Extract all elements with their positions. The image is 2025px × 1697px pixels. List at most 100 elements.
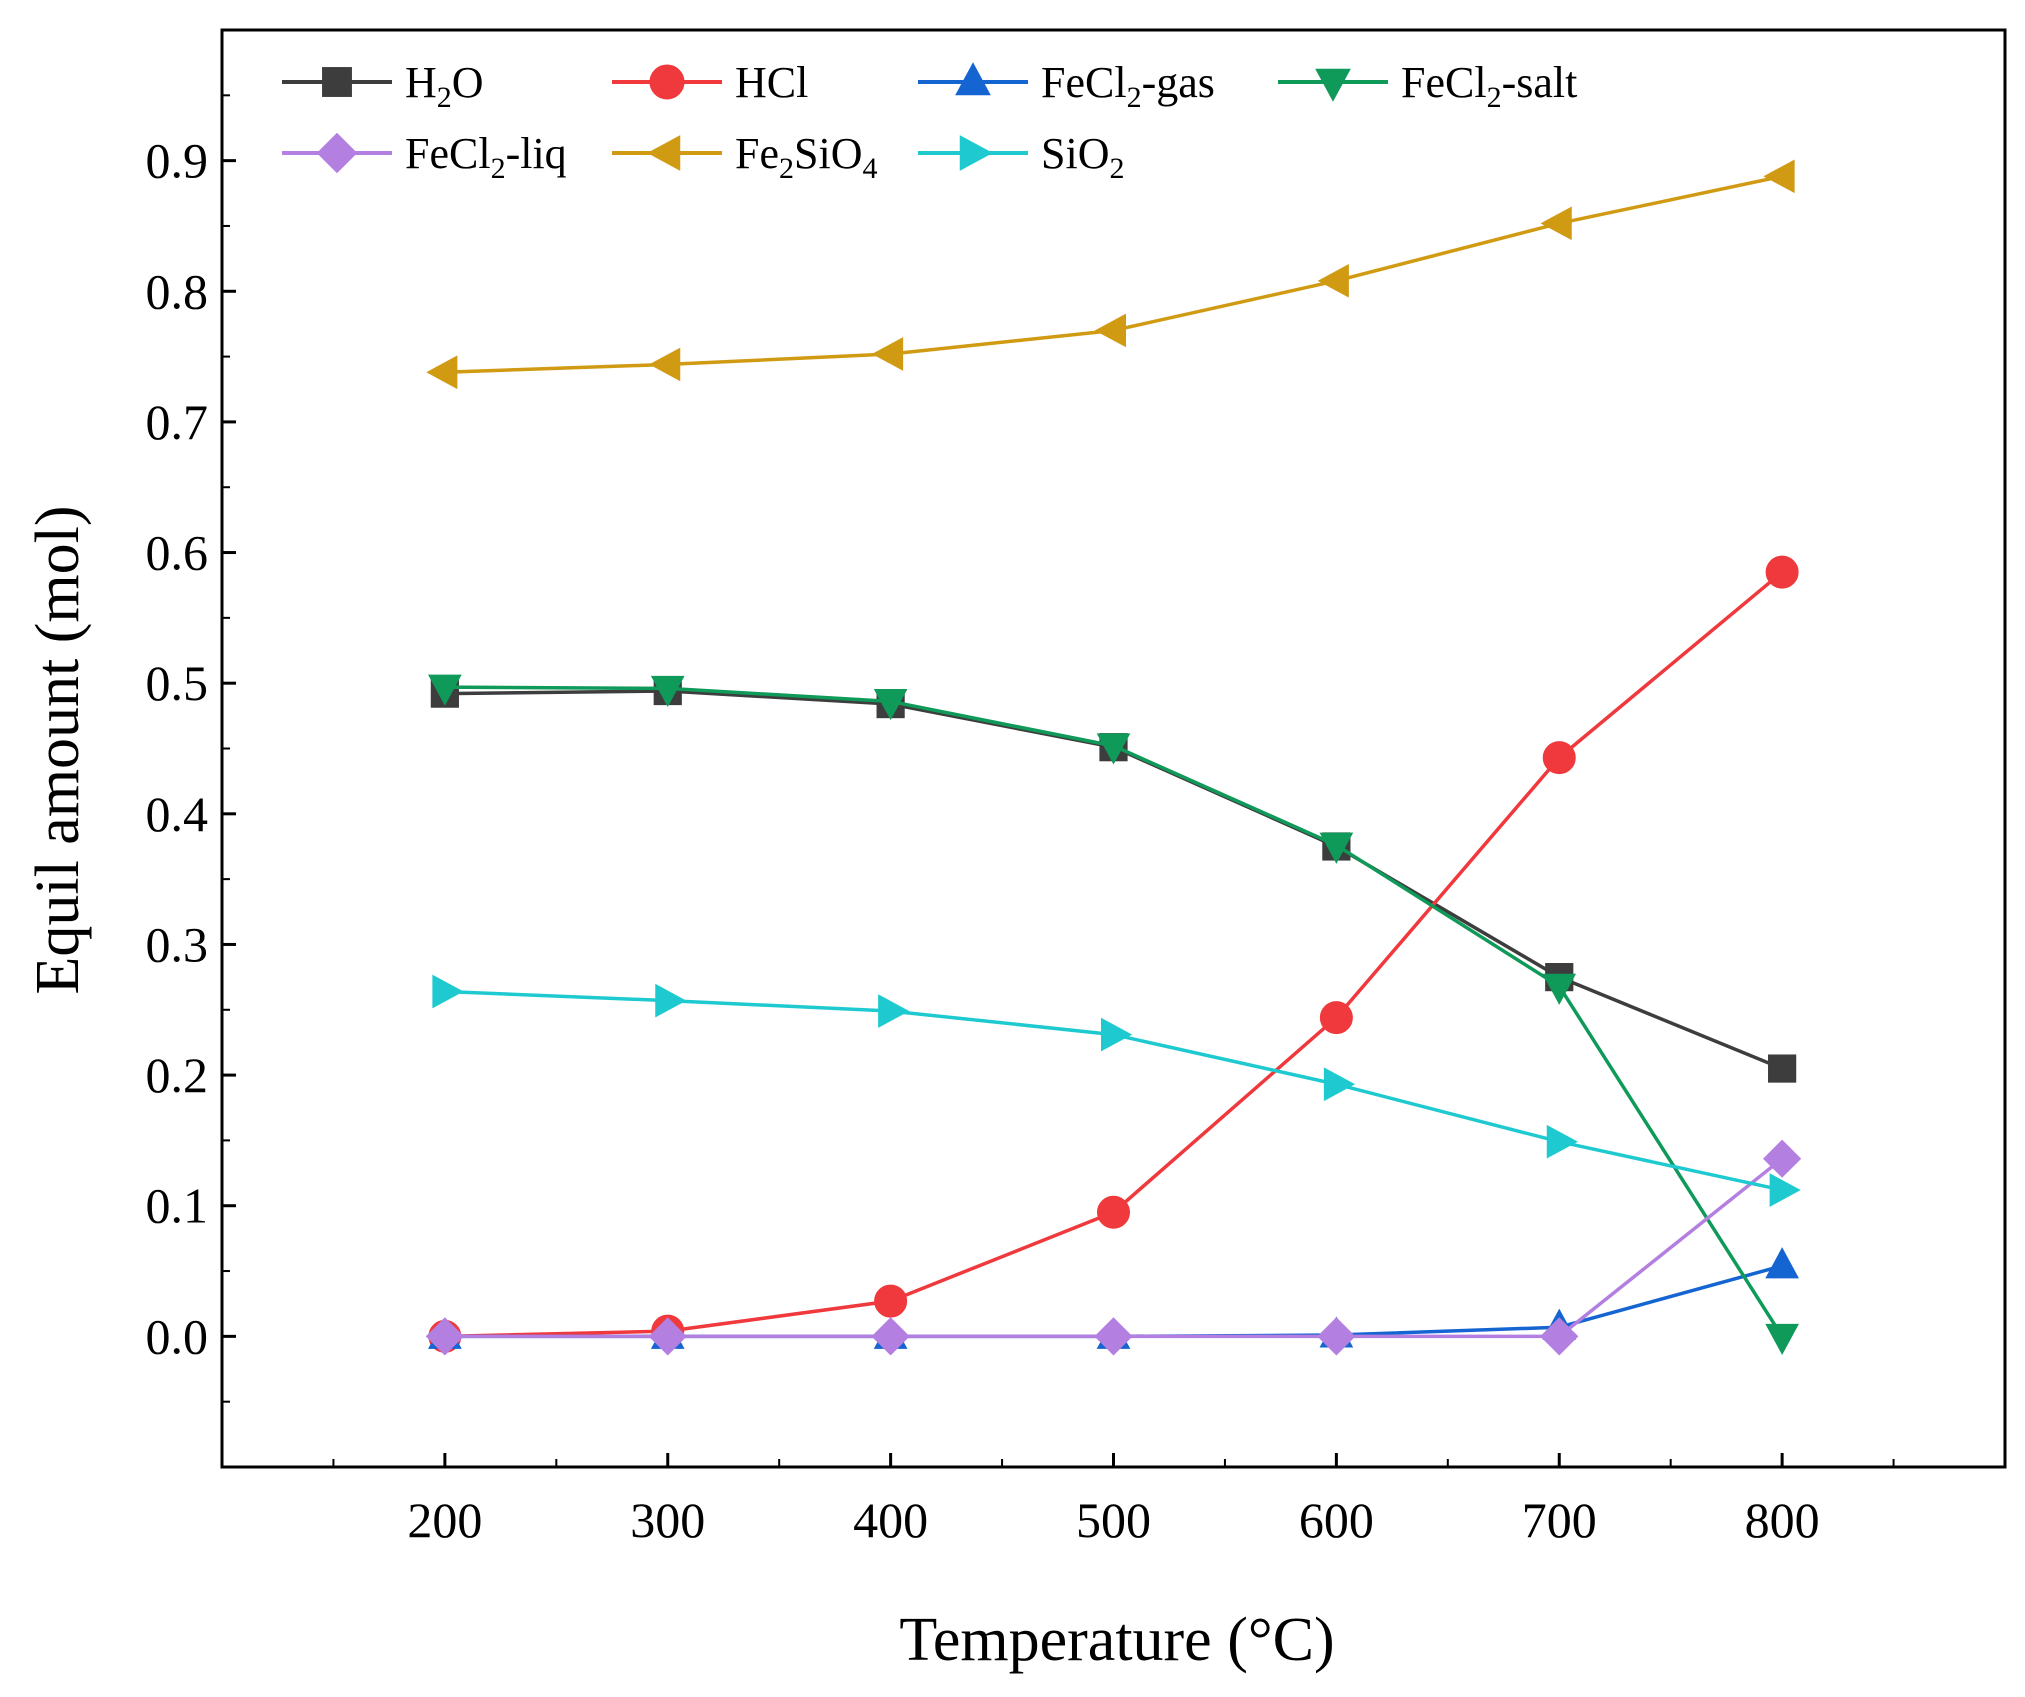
legend-item-FeCl2-liq: FeCl2-liq <box>282 129 567 185</box>
data-point-FeCl2-liq-400 <box>871 1317 910 1356</box>
y-tick-label: 0.7 <box>146 394 209 450</box>
data-point-FeCl2-salt-300 <box>650 675 685 708</box>
data-point-FeCl2-liq-700 <box>1540 1317 1579 1356</box>
legend-label: FeCl2-salt <box>1401 58 1577 114</box>
legend-label: SiO2 <box>1041 129 1124 185</box>
data-point-FeCl2-gas-800 <box>1765 1247 1799 1279</box>
legend-label-text: O <box>452 58 484 107</box>
legend-label-text: H <box>405 58 437 107</box>
x-tick-label: 200 <box>407 1492 482 1548</box>
data-point-FeCl2-salt-400 <box>873 688 908 721</box>
data-point-SiO2-800 <box>1769 1173 1801 1207</box>
series-FeCl2-liq <box>425 1139 1802 1356</box>
legend-label-text: -salt <box>1502 58 1578 107</box>
data-point-HCl-600 <box>1319 1001 1353 1035</box>
data-point-SiO2-300 <box>655 983 687 1018</box>
y-tick-label: 0.3 <box>146 916 209 972</box>
y-tick-label: 0.6 <box>146 525 209 581</box>
x-axis: 200 300 400 500 600 700 800 <box>332 1453 1895 1548</box>
data-point-HCl-700 <box>1542 741 1576 775</box>
data-point-FeCl2-liq-500 <box>1094 1317 1133 1356</box>
data-point-SiO2-500 <box>1101 1017 1133 1052</box>
data-point-HCl-800 <box>1765 555 1799 589</box>
data-point-Fe2SiO4-500 <box>1094 313 1126 348</box>
legend-label: Fe2SiO4 <box>735 129 877 185</box>
legend-item-Fe2SiO4: Fe2SiO4 <box>612 129 877 185</box>
legend-label-subscript: 2 <box>437 81 452 114</box>
legend-label-subscript: 2 <box>1109 152 1124 185</box>
legend-marker <box>959 135 993 171</box>
y-axis-title: Equil amount (mol) <box>24 505 92 994</box>
legend-marker <box>316 132 358 174</box>
legend-marker <box>955 62 991 96</box>
series-layer <box>425 159 1802 1356</box>
legend-marker <box>322 67 352 97</box>
data-point-FeCl2-liq-200 <box>425 1317 464 1356</box>
y-tick-label: 0.9 <box>146 133 209 189</box>
y-tick-label: 0.1 <box>146 1178 209 1234</box>
x-tick-label: 400 <box>853 1492 928 1548</box>
legend-label-subscript: 2 <box>1127 81 1142 114</box>
data-point-FeCl2-salt-600 <box>1319 832 1354 864</box>
data-point-FeCl2-salt-200 <box>428 674 462 706</box>
legend-marker <box>647 135 681 171</box>
legend-label-text: -liq <box>506 129 567 178</box>
legend-label: FeCl2-gas <box>1041 58 1215 114</box>
legend-label-text: FeCl <box>1401 58 1487 107</box>
legend-label-text: SiO <box>794 129 862 178</box>
legend-label: H2O <box>405 58 484 114</box>
data-point-Fe2SiO4-300 <box>649 347 681 382</box>
data-point-HCl-500 <box>1097 1195 1130 1229</box>
legend-label-text: HCl <box>735 58 808 107</box>
legend-label-text: -gas <box>1142 58 1215 107</box>
data-point-Fe2SiO4-800 <box>1763 159 1795 194</box>
data-point-Fe2SiO4-400 <box>871 337 904 371</box>
y-tick-label: 0.8 <box>146 263 209 319</box>
legend-label-subscript: 2 <box>779 152 794 185</box>
legend-label-text: FeCl <box>405 129 491 178</box>
data-point-FeCl2-salt-800 <box>1765 1323 1799 1356</box>
data-point-HCl-400 <box>874 1284 908 1318</box>
legend-item-FeCl2-salt: FeCl2-salt <box>1278 58 1577 114</box>
legend-item-SiO2: SiO2 <box>918 129 1124 185</box>
x-tick-label: 300 <box>630 1492 705 1548</box>
legend-marker <box>1315 68 1351 102</box>
y-tick-label: 0.5 <box>146 655 209 711</box>
data-point-FeCl2-liq-800 <box>1763 1139 1802 1178</box>
legend-marker <box>649 64 685 100</box>
y-tick-label: 0.4 <box>146 786 209 842</box>
legend-label-subscript: 2 <box>491 152 506 185</box>
data-point-FeCl2-salt-500 <box>1096 733 1131 765</box>
data-point-SiO2-700 <box>1546 1124 1578 1159</box>
data-point-FeCl2-liq-300 <box>648 1317 687 1356</box>
data-point-SiO2-200 <box>432 974 464 1009</box>
data-point-FeCl2-salt-700 <box>1542 973 1577 1005</box>
x-axis-title: Temperature (°C) <box>899 1606 1334 1674</box>
legend-label: HCl <box>735 58 808 107</box>
y-tick-label: 0.0 <box>146 1308 209 1364</box>
data-point-Fe2SiO4-700 <box>1540 206 1572 241</box>
data-point-SiO2-600 <box>1323 1067 1356 1102</box>
legend-item-H2O: H2O <box>282 58 484 114</box>
x-tick-label: 600 <box>1299 1492 1374 1548</box>
data-point-SiO2-400 <box>878 994 910 1028</box>
series-FeCl2-salt <box>428 674 1799 1356</box>
data-point-H2O-800 <box>1768 1054 1797 1083</box>
legend-label-text: FeCl <box>1041 58 1127 107</box>
x-tick-label: 500 <box>1076 1492 1151 1548</box>
legend-item-HCl: HCl <box>612 58 808 107</box>
data-point-FeCl2-liq-600 <box>1317 1317 1356 1356</box>
data-point-Fe2SiO4-200 <box>426 355 458 390</box>
legend-label-text: SiO <box>1041 129 1109 178</box>
data-point-Fe2SiO4-600 <box>1317 263 1349 298</box>
x-tick-label: 800 <box>1745 1492 1820 1548</box>
y-tick-label: 0.2 <box>146 1047 209 1103</box>
y-axis: 0.0 0.1 0.2 0.3 0.4 0.5 0.6 0.7 0.8 0.9 <box>146 94 236 1403</box>
legend-label-subscript: 2 <box>1487 81 1502 114</box>
legend-label-subscript: 4 <box>862 152 877 185</box>
legend-label-text: Fe <box>735 129 779 178</box>
x-tick-label: 700 <box>1522 1492 1597 1548</box>
